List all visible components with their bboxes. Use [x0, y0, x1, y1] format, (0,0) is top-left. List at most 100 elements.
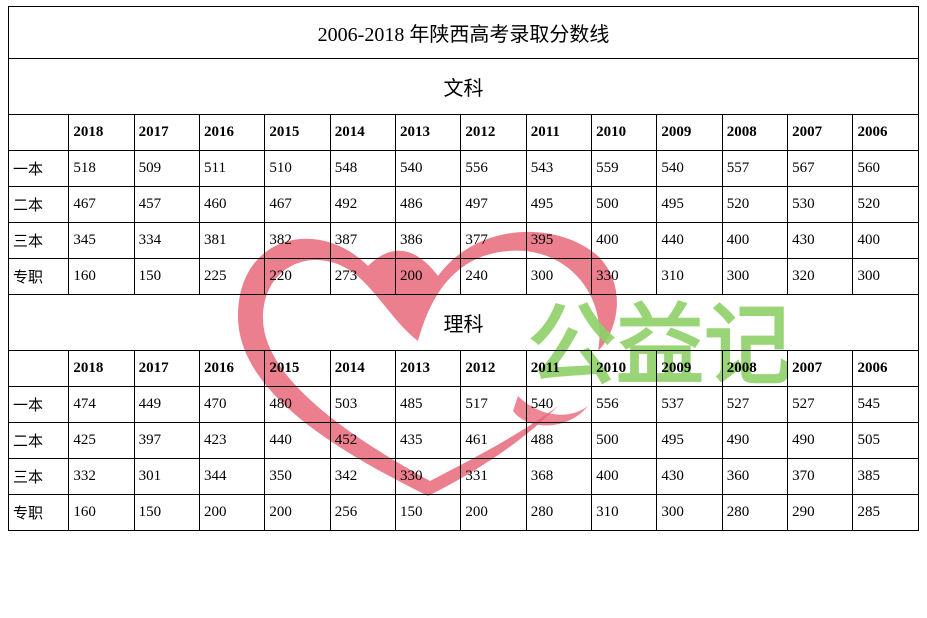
year-header: 2014	[330, 351, 395, 387]
cell: 256	[330, 495, 395, 531]
cell: 505	[853, 423, 919, 459]
cell: 497	[461, 187, 526, 223]
row-label: 三本	[9, 459, 69, 495]
year-header: 2008	[722, 115, 787, 151]
year-header: 2007	[788, 351, 853, 387]
year-header: 2010	[592, 351, 657, 387]
year-header: 2016	[200, 115, 265, 151]
cell: 225	[200, 259, 265, 295]
cell: 440	[657, 223, 722, 259]
cell: 430	[657, 459, 722, 495]
section-science-label: 理科	[9, 295, 919, 351]
cell: 310	[592, 495, 657, 531]
cell: 567	[788, 151, 853, 187]
cell: 344	[200, 459, 265, 495]
year-header: 2014	[330, 115, 395, 151]
cell: 370	[788, 459, 853, 495]
row-label: 一本	[9, 151, 69, 187]
cell: 240	[461, 259, 526, 295]
cell: 457	[134, 187, 199, 223]
cell: 467	[265, 187, 330, 223]
cell: 301	[134, 459, 199, 495]
year-header: 2007	[788, 115, 853, 151]
cell: 200	[461, 495, 526, 531]
cell: 150	[134, 259, 199, 295]
cell: 500	[592, 423, 657, 459]
cell: 200	[396, 259, 461, 295]
cell: 435	[396, 423, 461, 459]
year-header: 2009	[657, 115, 722, 151]
year-header: 2015	[265, 351, 330, 387]
table-row: 一本 518 509 511 510 548 540 556 543 559 5…	[9, 151, 919, 187]
year-header: 2016	[200, 351, 265, 387]
year-header: 2006	[853, 351, 919, 387]
cell: 345	[69, 223, 134, 259]
cell: 510	[265, 151, 330, 187]
cell: 485	[396, 387, 461, 423]
empty-cell	[9, 351, 69, 387]
cell: 280	[722, 495, 787, 531]
year-header: 2017	[134, 115, 199, 151]
cell: 540	[396, 151, 461, 187]
cell: 425	[69, 423, 134, 459]
year-header: 2011	[526, 115, 591, 151]
cell: 492	[330, 187, 395, 223]
row-label: 专职	[9, 259, 69, 295]
year-header: 2008	[722, 351, 787, 387]
empty-cell	[9, 115, 69, 151]
cell: 273	[330, 259, 395, 295]
cell: 540	[526, 387, 591, 423]
cell: 495	[657, 187, 722, 223]
cell: 467	[69, 187, 134, 223]
cell: 511	[200, 151, 265, 187]
row-label: 二本	[9, 423, 69, 459]
table-row: 三本 332 301 344 350 342 330 331 368 400 4…	[9, 459, 919, 495]
year-header: 2015	[265, 115, 330, 151]
cell: 387	[330, 223, 395, 259]
cell: 423	[200, 423, 265, 459]
cell: 400	[722, 223, 787, 259]
cell: 397	[134, 423, 199, 459]
cell: 548	[330, 151, 395, 187]
science-header-row: 2018 2017 2016 2015 2014 2013 2012 2011 …	[9, 351, 919, 387]
cell: 368	[526, 459, 591, 495]
cell: 470	[200, 387, 265, 423]
cell: 540	[657, 151, 722, 187]
cell: 527	[788, 387, 853, 423]
cell: 386	[396, 223, 461, 259]
year-header: 2010	[592, 115, 657, 151]
table-row: 专职 160 150 200 200 256 150 200 280 310 3…	[9, 495, 919, 531]
year-header: 2012	[461, 115, 526, 151]
year-header: 2017	[134, 351, 199, 387]
table-row: 专职 160 150 225 220 273 200 240 300 330 3…	[9, 259, 919, 295]
cell: 509	[134, 151, 199, 187]
cell: 486	[396, 187, 461, 223]
cell: 382	[265, 223, 330, 259]
cell: 342	[330, 459, 395, 495]
year-header: 2013	[396, 115, 461, 151]
cell: 377	[461, 223, 526, 259]
cell: 150	[134, 495, 199, 531]
liberal-header-row: 2018 2017 2016 2015 2014 2013 2012 2011 …	[9, 115, 919, 151]
cell: 160	[69, 495, 134, 531]
cell: 331	[461, 459, 526, 495]
cell: 400	[592, 459, 657, 495]
cell: 520	[853, 187, 919, 223]
cell: 545	[853, 387, 919, 423]
cell: 490	[722, 423, 787, 459]
table-row: 三本 345 334 381 382 387 386 377 395 400 4…	[9, 223, 919, 259]
cell: 527	[722, 387, 787, 423]
cell: 560	[853, 151, 919, 187]
cell: 495	[526, 187, 591, 223]
cell: 556	[461, 151, 526, 187]
cell: 440	[265, 423, 330, 459]
cell: 503	[330, 387, 395, 423]
cell: 332	[69, 459, 134, 495]
cell: 400	[853, 223, 919, 259]
row-label: 三本	[9, 223, 69, 259]
cell: 200	[265, 495, 330, 531]
row-label: 专职	[9, 495, 69, 531]
cell: 488	[526, 423, 591, 459]
cell: 360	[722, 459, 787, 495]
cell: 518	[69, 151, 134, 187]
